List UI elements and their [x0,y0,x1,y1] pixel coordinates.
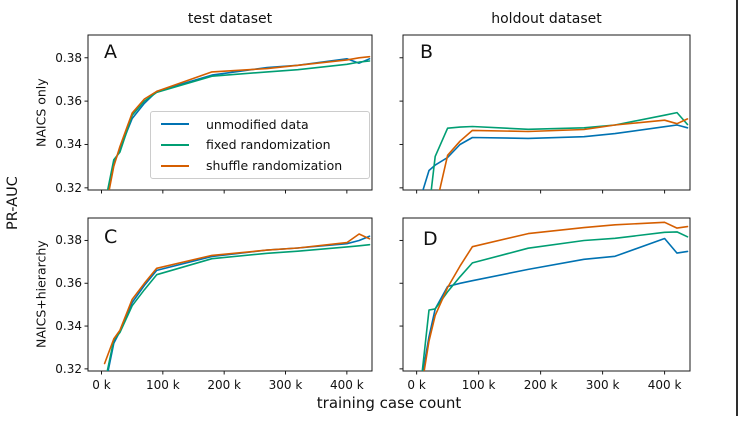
x-tick-label: 200 k [523,378,558,392]
x-tick-label: 100 k [461,378,496,392]
panel-letter-b: B [420,41,434,63]
y-tick-label: 0.36 [55,276,82,291]
x-axis-label: training case count [316,394,462,412]
legend: unmodified data fixed randomization shuf… [150,111,370,179]
legend-line-swatch-shuffle [161,164,189,167]
y-tick-label: 0.34 [55,319,82,334]
panel-letter-c: C [104,226,118,248]
legend-line-swatch-unmodified [161,123,189,126]
x-tick-label: 300 k [268,378,303,392]
x-tick-label: 100 k [145,378,180,392]
y-tick-label: 0.38 [55,233,82,248]
panel-b-plot [399,34,691,194]
legend-label-shuffle: shuffle randomization [206,158,343,174]
column-title-test: test dataset [187,11,273,27]
y-tick-label: 0.36 [55,94,82,109]
legend-item-shuffle: shuffle randomization [161,156,369,176]
panel-letter-a: A [104,41,117,63]
legend-label-fixed: fixed randomization [206,137,331,153]
panel-d-plot [399,217,691,375]
x-tick-label: 400 k [330,378,364,392]
x-tick-label: 200 k [207,378,241,392]
y-tick-label: 0.34 [55,137,82,152]
x-tick-label: 400 k [647,378,682,392]
y-tick-label: 0.38 [55,50,82,65]
x-tick-label: 0 k [407,378,426,392]
legend-item-unmodified: unmodified data [161,114,369,134]
panel-letter-d: D [423,228,438,250]
page-edge-border [736,0,738,416]
panel-c-plot [84,217,373,375]
x-tick-label: 0 k [92,378,111,392]
y-tick-label: 0.32 [55,361,82,376]
x-tick-label: 300 k [585,378,620,392]
y-axis-label: PR-AUC [5,176,21,230]
column-title-holdout: holdout dataset [491,11,602,27]
y-tick-label: 0.32 [55,180,82,195]
legend-item-fixed: fixed randomization [161,135,369,155]
legend-label-unmodified: unmodified data [206,116,309,132]
legend-line-swatch-fixed [161,143,189,146]
